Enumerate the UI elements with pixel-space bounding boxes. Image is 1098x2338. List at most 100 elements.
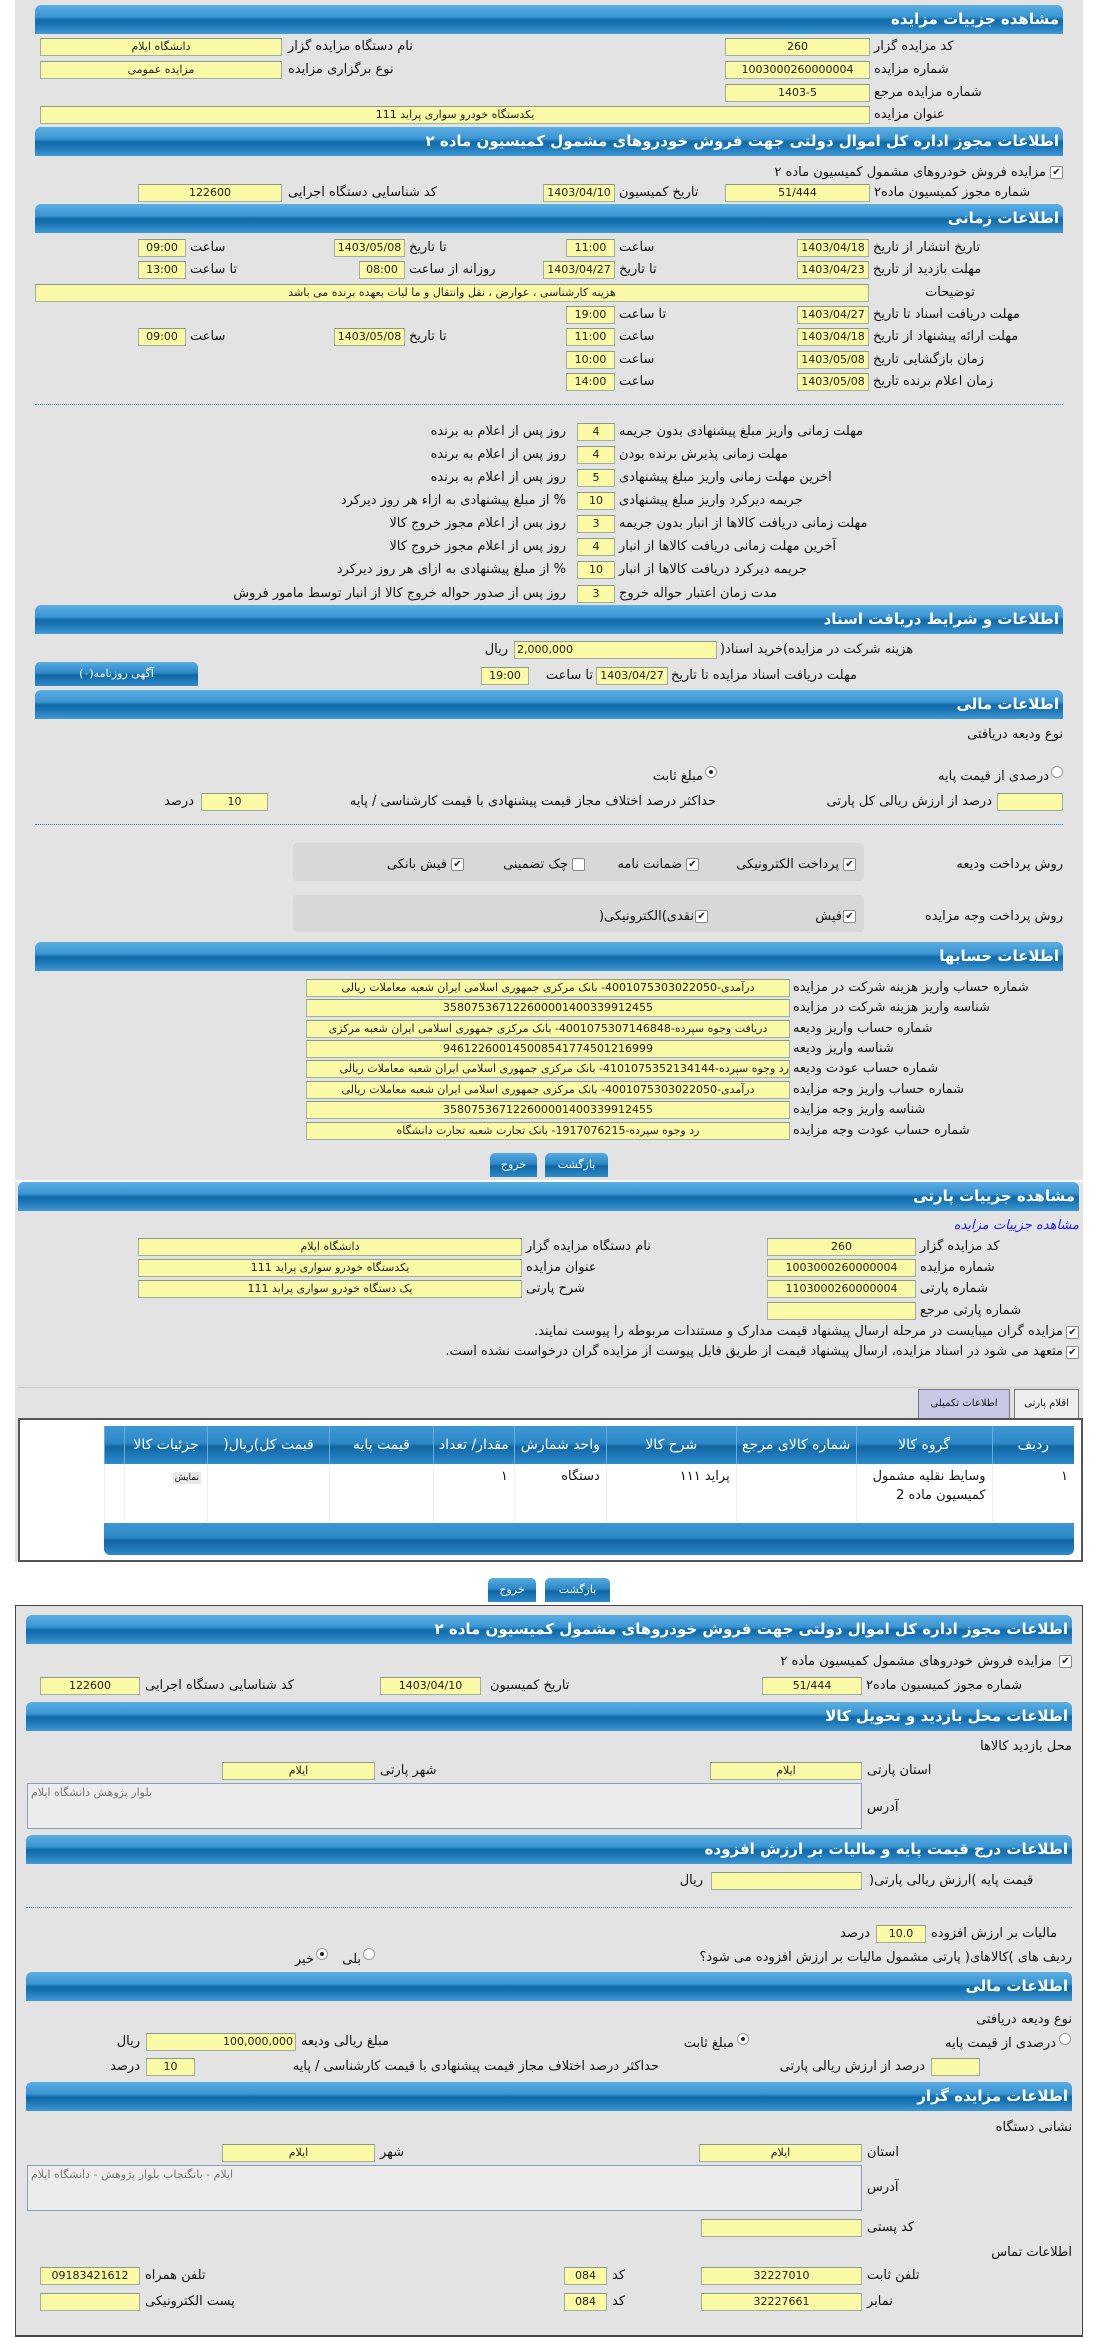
payment-method-checkbox[interactable]: ✔ — [695, 910, 708, 923]
penalty-value[interactable]: 5 — [577, 469, 615, 487]
auction-subject-field[interactable]: یکدستگاه خودرو سواری پراید 111 — [40, 106, 870, 124]
penalty-value[interactable]: 3 — [577, 515, 615, 533]
opening-time[interactable]: 10:00 — [566, 351, 615, 369]
email-field[interactable] — [40, 2293, 140, 2311]
offer-to-date[interactable]: 1403/05/08 — [334, 328, 405, 346]
commission-date-field[interactable]: 1403/04/10 — [543, 184, 615, 202]
lot-auction-number[interactable]: 1003000260000004 — [767, 1259, 916, 1277]
extra-percent-radio[interactable] — [1059, 2033, 1071, 2045]
lot-subject-field[interactable]: یکدستگاه خودرو سواری پراید 111 — [138, 1259, 522, 1277]
penalty-value[interactable]: 4 — [577, 538, 615, 556]
vat-no-radio[interactable] — [316, 1948, 328, 1960]
permit-number-field[interactable]: 51/444 — [725, 184, 870, 202]
penalty-value[interactable]: 4 — [577, 423, 615, 441]
deposit-method-checkbox[interactable]: ✔ — [451, 858, 464, 871]
auction-type-field[interactable]: مزایده عمومی — [40, 61, 282, 79]
lot-ref-field[interactable] — [767, 1302, 916, 1320]
visit-daily-time[interactable]: 08:00 — [359, 261, 405, 279]
max-diff-field[interactable]: 10 — [201, 793, 268, 811]
extra-max-diff-field[interactable]: 10 — [146, 2058, 195, 2076]
account-field[interactable]: رد وجوه سپرده-1917076215- بانک تجارت شعب… — [306, 1122, 790, 1140]
penalty-value[interactable]: 3 — [577, 585, 615, 603]
phone-code-field[interactable]: 084 — [564, 2267, 607, 2285]
lot-province-field[interactable]: ایلام — [710, 1762, 862, 1780]
account-field[interactable]: 358075367122600001400339912455 — [306, 1101, 790, 1119]
penalty-value[interactable]: 4 — [577, 446, 615, 464]
auction-details-link[interactable]: مشاهده جزییات مزایده — [953, 1218, 1079, 1233]
doc-deadline-time[interactable]: 19:00 — [481, 667, 529, 685]
offer-from-date[interactable]: 1403/04/18 — [797, 328, 869, 346]
winner-time[interactable]: 14:00 — [566, 373, 615, 391]
extra-permit-number[interactable]: 51/444 — [762, 1677, 862, 1695]
account-field[interactable]: 358075367122600001400339912455 — [306, 999, 790, 1017]
phone-field[interactable]: 32227010 — [701, 2267, 862, 2285]
deposit-method-checkbox[interactable]: ✔ — [843, 858, 856, 871]
visit-from-date[interactable]: 1403/04/23 — [797, 261, 869, 279]
auction-number-field[interactable]: 1003000260000004 — [725, 61, 870, 79]
publish-to-time[interactable]: 09:00 — [138, 239, 186, 257]
extra-permit-checkbox[interactable]: ✔ — [1059, 1655, 1072, 1668]
lot-address-field[interactable]: بلوار پژوهش دانشگاه ایلام — [27, 1783, 862, 1829]
base-price-field[interactable] — [711, 1872, 862, 1890]
fax-code-field[interactable]: 084 — [564, 2293, 607, 2311]
attach-docs-checkbox[interactable]: ✔ — [1066, 1326, 1079, 1339]
deposit-amount-field[interactable]: 100,000,000 — [146, 2033, 296, 2051]
account-field[interactable]: درآمدی-4001075303022050- بانک مرکزی جمهو… — [306, 1081, 790, 1099]
extra-commission-date[interactable]: 1403/04/10 — [380, 1677, 481, 1695]
visit-to-date[interactable]: 1403/04/27 — [543, 261, 615, 279]
opening-date[interactable]: 1403/05/08 — [797, 351, 869, 369]
auction-code-field[interactable]: 260 — [725, 38, 870, 56]
deposit-method-checkbox[interactable]: ✔ — [686, 858, 699, 871]
mobile-field[interactable]: 09183421612 — [40, 2267, 140, 2285]
postal-code-field[interactable] — [701, 2219, 862, 2237]
account-field[interactable]: دریافت وجوه سپرده-4001075307146848- بانک… — [306, 1020, 790, 1038]
show-details-button[interactable]: نمایش — [172, 1472, 202, 1484]
vat-yes-radio[interactable] — [363, 1948, 375, 1960]
publish-from-date[interactable]: 1403/04/18 — [797, 239, 869, 257]
exit-button[interactable]: خروج — [490, 1153, 537, 1177]
publish-from-time[interactable]: 11:00 — [566, 239, 615, 257]
lot-number-field[interactable]: 1103000260000004 — [767, 1280, 916, 1298]
penalty-value[interactable]: 10 — [577, 561, 615, 579]
exec-code-field[interactable]: 122600 — [138, 184, 282, 202]
extra-fixed-radio[interactable] — [737, 2033, 749, 2045]
winner-date[interactable]: 1403/05/08 — [797, 373, 869, 391]
lot-desc-field[interactable]: یک دستگاه خودرو سواری پراید 111 — [138, 1280, 522, 1298]
doc-fee-field[interactable]: 2,000,000 — [514, 641, 717, 659]
fixed-radio[interactable] — [705, 766, 717, 778]
extra-exec-code[interactable]: 122600 — [40, 1677, 140, 1695]
docs-deadline-date[interactable]: 1403/04/27 — [797, 306, 869, 324]
lot-exit-button[interactable]: خروج — [488, 1578, 536, 1602]
docs-deadline-time[interactable]: 19:00 — [566, 306, 615, 324]
account-field[interactable]: درآمدی-4001075303022050- بانک مرکزی جمهو… — [306, 979, 790, 997]
account-field[interactable]: 946122600145008541774501216999 — [306, 1040, 790, 1058]
auction-ref-field[interactable]: 1403-5 — [725, 84, 870, 102]
visit-until-time[interactable]: 13:00 — [138, 261, 186, 279]
account-field[interactable]: رد وجوه سپرده-4101075352134144- بانک مرک… — [306, 1060, 790, 1078]
tab-extra-info[interactable]: اطلاعات تکمیلی — [918, 1389, 1010, 1418]
org-address-field[interactable]: ایلام - بانگنجاب بلوار پژوهش - دانشگاه ا… — [27, 2165, 862, 2211]
percent-radio[interactable] — [1051, 766, 1063, 778]
percent-field[interactable] — [997, 793, 1063, 811]
lot-org-field[interactable]: دانشگاه ایلام — [138, 1238, 522, 1256]
lot-back-button[interactable]: بازگشت — [545, 1578, 610, 1602]
org-city-field[interactable]: ایلام — [222, 2144, 375, 2162]
publish-to-date[interactable]: 1403/05/08 — [334, 239, 405, 257]
fax-field[interactable]: 32227661 — [701, 2293, 862, 2311]
payment-method-checkbox[interactable]: ✔ — [843, 910, 856, 923]
offer-to-time[interactable]: 09:00 — [138, 328, 186, 346]
deposit-method-checkbox[interactable] — [572, 858, 585, 871]
no-attach-checkbox[interactable]: ✔ — [1066, 1346, 1079, 1359]
permit-checkbox[interactable]: ✔ — [1050, 166, 1063, 179]
doc-deadline-date[interactable]: 1403/04/27 — [596, 667, 668, 685]
description-field[interactable]: هزینه کارشناسی ، عوارض ، نقل وانتقال و م… — [35, 284, 869, 302]
extra-percent-field[interactable] — [931, 2058, 980, 2076]
tab-lot-items[interactable]: اقلام پارتی — [1014, 1389, 1079, 1418]
org-name-field[interactable]: دانشگاه ایلام — [40, 38, 282, 56]
lot-city-field[interactable]: ایلام — [222, 1762, 375, 1780]
newspaper-ads-button[interactable]: آگهی روزنامه(۰) — [35, 662, 198, 686]
lot-auction-code[interactable]: 260 — [767, 1238, 916, 1256]
org-province-field[interactable]: ایلام — [699, 2144, 862, 2162]
vat-field[interactable]: 10.0 — [876, 1925, 926, 1943]
offer-from-time[interactable]: 11:00 — [566, 328, 615, 346]
